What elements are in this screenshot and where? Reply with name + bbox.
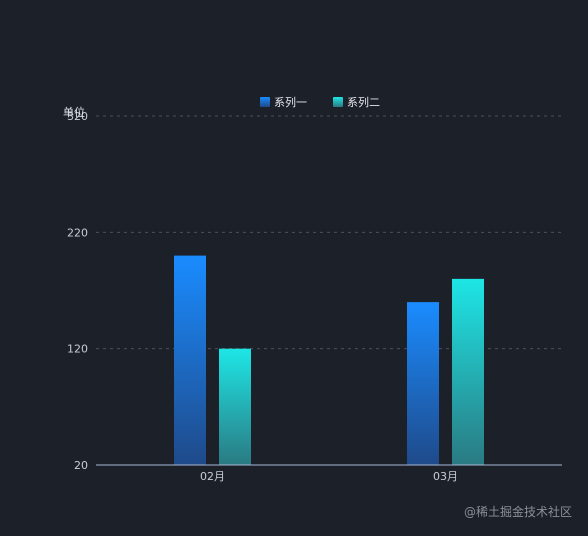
legend-label-2[interactable]: 系列二 [347, 95, 380, 109]
y-tick-label: 220 [67, 226, 88, 239]
y-tick-label: 320 [67, 110, 88, 123]
y-axis-label: 单位 [63, 105, 85, 119]
bar-2-2[interactable] [452, 278, 484, 465]
x-tick-label: 03月 [433, 470, 458, 483]
legend-label-1[interactable]: 系列一 [274, 95, 307, 109]
legend-swatch-2[interactable] [333, 97, 343, 107]
bar-2-1[interactable] [219, 348, 251, 465]
watermark: @稀土掘金技术社区 [463, 505, 572, 519]
bar-1-1[interactable] [174, 255, 206, 465]
legend-swatch-1[interactable] [260, 97, 270, 107]
x-axis-ticks: 02月 03月 [200, 470, 458, 483]
y-tick-label: 20 [74, 459, 88, 472]
grid-lines [96, 115, 562, 350]
y-axis-ticks: 20 120 220 320 [67, 110, 88, 472]
legend[interactable]: 系列一 系列二 [260, 95, 380, 109]
x-tick-label: 02月 [200, 470, 225, 483]
y-tick-label: 120 [67, 343, 88, 356]
bars [174, 255, 484, 465]
bar-1-2[interactable] [407, 302, 439, 465]
